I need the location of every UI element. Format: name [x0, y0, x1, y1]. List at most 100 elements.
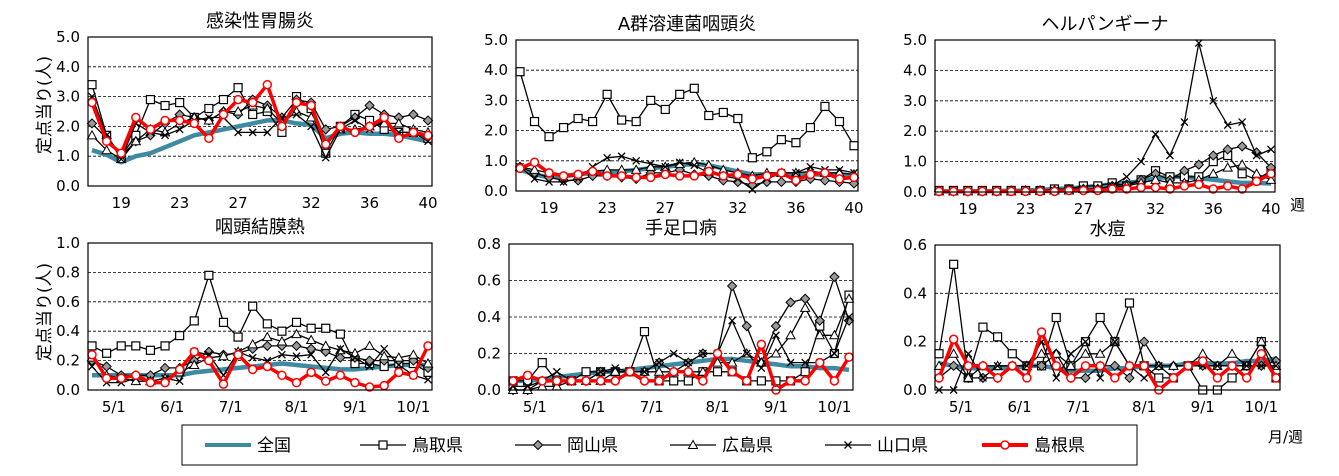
- data-point: [588, 116, 598, 127]
- y-tick-label: 0.0: [477, 381, 501, 399]
- data-point: [1197, 348, 1209, 358]
- data-point: [733, 113, 743, 124]
- data-point: [306, 323, 316, 333]
- data-point: [350, 353, 359, 362]
- data-point: [218, 350, 229, 361]
- chart-panel: 0.0 0.2 0.4 0.6 0.8 5/1 6/1 7/1 8/1 9/1 10/1 手足口病: [477, 218, 855, 416]
- y-axis-label-top: 定点当り(人): [35, 56, 55, 154]
- data-point: [948, 186, 959, 197]
- data-point: [1208, 184, 1219, 194]
- data-point: [801, 358, 810, 367]
- y-tick-label: 0.6: [477, 272, 501, 290]
- y-tick-label: 0.6: [56, 293, 80, 311]
- data-point: [726, 357, 738, 367]
- data-point: [843, 293, 855, 303]
- data-point: [394, 361, 403, 369]
- data-point: [776, 135, 786, 145]
- data-point: [1080, 372, 1091, 384]
- data-point: [756, 339, 767, 350]
- data-point: [1266, 169, 1276, 179]
- data-point: [174, 115, 185, 126]
- data-point: [291, 340, 302, 352]
- data-point: [508, 376, 518, 386]
- series-0-5: [87, 79, 433, 158]
- y-tick-label: 1.0: [484, 152, 508, 170]
- data-point: [949, 259, 959, 269]
- data-point: [261, 103, 273, 113]
- data-point: [830, 349, 839, 358]
- data-point: [160, 341, 170, 351]
- data-point: [747, 153, 757, 163]
- data-point: [522, 370, 533, 381]
- data-point: [204, 103, 214, 114]
- data-point: [116, 373, 126, 383]
- y-tick-label: 2.0: [903, 122, 927, 140]
- data-point: [845, 313, 853, 321]
- data-point: [978, 373, 987, 382]
- data-point: [610, 376, 621, 386]
- data-point: [1193, 159, 1205, 170]
- data-point: [1124, 372, 1135, 384]
- series-line: [91, 118, 429, 165]
- legend-item: 島根県: [982, 436, 1085, 456]
- data-point: [408, 127, 419, 138]
- data-point: [364, 382, 375, 392]
- data-point: [1194, 39, 1203, 47]
- data-point: [834, 174, 845, 184]
- series-3-5: [87, 341, 433, 392]
- data-point: [1064, 185, 1074, 196]
- data-point: [1151, 130, 1160, 139]
- data-point: [350, 377, 360, 388]
- data-point: [683, 376, 693, 386]
- data-point: [964, 349, 973, 358]
- x-tick-label: 40: [1261, 200, 1280, 218]
- data-point: [261, 331, 273, 342]
- data-point: [1036, 348, 1047, 358]
- data-point: [573, 113, 583, 124]
- data-point: [529, 157, 540, 168]
- x-unit-label-bottom: 月/週: [1268, 428, 1303, 446]
- data-point: [87, 97, 97, 108]
- data-point: [307, 122, 316, 131]
- data-point: [748, 185, 757, 194]
- panels: 0.0 1.0 2.0 3.0 4.0 5.0 19 23 27 32 36 40 感染性胃腸炎 0.0 1…: [56, 11, 1282, 416]
- data-point: [101, 144, 112, 155]
- data-point: [529, 116, 540, 127]
- data-point: [1154, 373, 1164, 383]
- data-point: [233, 332, 243, 342]
- data-point: [616, 171, 627, 181]
- y-tick-label: 5.0: [903, 31, 927, 49]
- data-point: [1168, 373, 1179, 383]
- y-tick-label: 0.2: [903, 333, 927, 351]
- y-tick-label: 5.0: [484, 31, 508, 49]
- data-point: [349, 112, 361, 123]
- legend-item: 岡山県: [515, 436, 618, 456]
- x-tick-label: 5/1: [523, 398, 547, 416]
- legend-item: 全国: [205, 436, 291, 456]
- x-tick-label: 23: [598, 199, 617, 217]
- data-point: [611, 364, 620, 373]
- data-point: [1095, 361, 1105, 371]
- data-point: [977, 186, 988, 197]
- data-point: [844, 352, 854, 362]
- data-point: [277, 350, 286, 359]
- data-point: [101, 136, 112, 147]
- chart-title: 手足口病: [645, 218, 717, 239]
- data-point: [218, 317, 229, 327]
- data-point: [262, 340, 273, 352]
- data-point: [102, 348, 112, 358]
- y-tick-label: 0.4: [477, 308, 501, 326]
- data-point: [1065, 360, 1077, 370]
- legend-label: 島根県: [1034, 436, 1085, 456]
- x-tick-label: 7/1: [219, 398, 243, 416]
- data-point: [791, 175, 801, 186]
- data-point: [834, 116, 845, 127]
- data-point: [131, 341, 141, 351]
- data-point: [364, 340, 375, 350]
- data-point: [741, 376, 752, 386]
- series-line: [939, 42, 1272, 193]
- data-point: [646, 95, 656, 106]
- data-point: [537, 376, 547, 386]
- data-point: [247, 97, 258, 108]
- y-tick-label: 3.0: [484, 91, 508, 109]
